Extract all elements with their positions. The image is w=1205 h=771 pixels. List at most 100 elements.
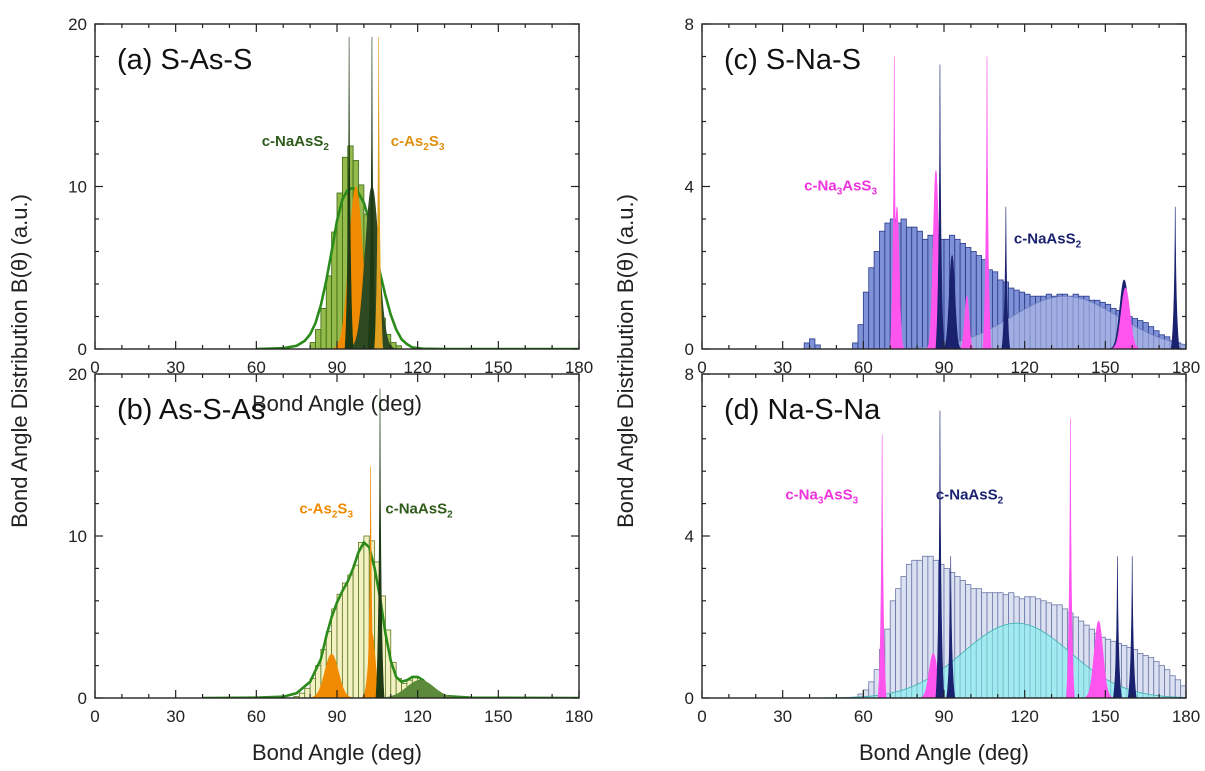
series-label: c-Na3AsS3 — [785, 487, 858, 507]
x-tick-label: 60 — [854, 358, 873, 377]
histogram-bar — [868, 267, 875, 349]
x-tick-label: 0 — [90, 358, 99, 377]
histogram-bar — [900, 576, 907, 698]
x-axis-title-a: Bond Angle (deg) — [252, 391, 422, 416]
label-subscript: 2 — [447, 509, 453, 520]
y-tick-label: 0 — [685, 689, 694, 708]
x-tick-label: 120 — [403, 707, 431, 726]
label-text: S — [429, 133, 439, 150]
label-subscript: 3 — [439, 142, 445, 153]
spike-peak — [946, 556, 956, 698]
y-tick-label: 8 — [685, 365, 694, 384]
histogram-bar — [315, 329, 322, 349]
spike-peak — [1112, 556, 1122, 698]
series-label: c-As2S3 — [299, 500, 353, 520]
histogram-bar — [341, 582, 349, 698]
series-label: c-Na3AsS3 — [804, 178, 877, 198]
plot-area-b — [202, 388, 579, 698]
label-text: S — [337, 500, 347, 517]
x-tick-label: 180 — [1172, 707, 1200, 726]
spike-peak — [1001, 206, 1011, 349]
x-tick-label: 30 — [166, 707, 185, 726]
histogram-bar — [852, 342, 859, 349]
series-label: c-NaAsS2 — [385, 500, 453, 520]
y-tick-label: 0 — [685, 340, 694, 359]
x-tick-label: 0 — [697, 358, 706, 377]
x-tick-label: 120 — [403, 358, 431, 377]
histogram-bar — [873, 251, 880, 349]
label-text: c-Na — [785, 487, 818, 504]
filled-peak — [1081, 620, 1117, 698]
x-tick-label: 30 — [773, 358, 792, 377]
spike-peak — [1065, 418, 1075, 698]
histogram-bar — [862, 291, 870, 349]
histogram-bar — [895, 588, 902, 698]
histogram-bar — [905, 563, 913, 698]
label-subscript: 2 — [423, 142, 429, 153]
filled-peak — [372, 679, 468, 698]
label-text: c-As — [391, 133, 424, 150]
series-label: c-NaAsS2 — [1014, 230, 1082, 250]
x-tick-label: 90 — [328, 707, 347, 726]
histogram-bar — [1147, 657, 1155, 698]
label-subscript: 3 — [837, 187, 843, 198]
x-tick-label: 90 — [328, 358, 347, 377]
fit-curve-a — [256, 186, 579, 349]
label-text: c-As — [299, 500, 332, 517]
histogram-bar — [298, 692, 306, 698]
spike-peak — [877, 434, 887, 698]
x-tick-label: 150 — [1091, 358, 1119, 377]
y-tick-label: 0 — [78, 340, 87, 359]
x-tick-label: 60 — [854, 707, 873, 726]
spike-peak — [982, 56, 992, 349]
x-tick-label: 30 — [773, 707, 792, 726]
histogram-bar — [358, 542, 365, 698]
histogram-bar — [922, 555, 929, 698]
histogram-bar — [905, 226, 913, 349]
y-tick-label: 8 — [685, 15, 694, 34]
y-tick-label: 20 — [68, 365, 87, 384]
y-tick-label: 20 — [68, 15, 87, 34]
x-tick-label: 60 — [247, 358, 266, 377]
series-label: c-NaAsS2 — [262, 133, 330, 153]
label-text: c-Na — [804, 178, 837, 195]
spike-peak — [366, 466, 376, 698]
panel-title-c: (c) S-Na-S — [724, 44, 861, 76]
x-tick-label: 150 — [1091, 707, 1119, 726]
panel-title-a: (a) S-As-S — [117, 44, 252, 76]
series-label: c-NaAsS2 — [936, 487, 1004, 507]
histogram-bar — [1158, 665, 1165, 698]
x-tick-label: 0 — [90, 707, 99, 726]
x-tick-label: 60 — [247, 707, 266, 726]
spike-peak — [375, 388, 385, 698]
histogram-bar — [1169, 675, 1176, 698]
histogram-bar — [814, 344, 821, 349]
histogram-bar — [1153, 661, 1160, 698]
label-subscript: 3 — [853, 496, 859, 507]
x-tick-label: 120 — [1010, 358, 1038, 377]
histogram-bar — [911, 559, 918, 698]
spike-peak — [935, 410, 945, 698]
histogram-bar — [1142, 655, 1149, 698]
y-tick-label: 10 — [68, 178, 87, 197]
label-text: c-NaAsS — [936, 487, 998, 504]
histogram-bar — [922, 238, 929, 349]
label-subscript: 2 — [323, 142, 329, 153]
histogram-bar — [916, 230, 923, 349]
filled-peak — [957, 295, 976, 349]
label-text: AsS — [823, 487, 852, 504]
spike-peak — [344, 36, 354, 349]
histogram-bar — [803, 342, 810, 349]
histogram-bar — [884, 222, 891, 349]
y-axis-title-a: Bond Angle Distribution B(θ) (a.u.) — [7, 194, 32, 528]
plot-area-a — [256, 36, 579, 349]
label-subscript: 2 — [998, 496, 1004, 507]
x-tick-label: 150 — [484, 707, 512, 726]
filled-peak — [1107, 287, 1144, 349]
spike-peak — [1170, 206, 1180, 349]
x-axis-title-d: Bond Angle (deg) — [859, 740, 1029, 765]
